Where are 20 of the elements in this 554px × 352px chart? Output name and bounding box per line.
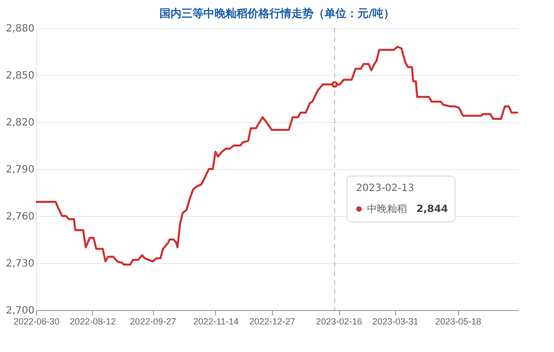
legend-label: 中晚籼稻 [367,203,407,215]
y-tick-label: 2,790 [6,164,34,176]
x-tick-label: 2023-02-16 [316,316,362,326]
annotation: 2,844 [416,204,448,215]
y-tick-label: 2,820 [6,118,34,128]
x-tick-label: 2023-03-31 [372,316,418,326]
x-tick-label: 2023-05-18 [435,316,482,326]
x-tick-label: 2022-11-14 [193,316,239,326]
y-tick-label: 2,700 [6,306,34,316]
x-tick-label: 2022-06-30 [13,316,60,326]
x-tick-label: 2022-12-27 [249,316,296,326]
x-tick-label: 2022-08-12 [70,316,116,326]
y-tick-label: 2,850 [6,70,34,82]
y-tick-label: 2,880 [6,24,34,34]
annotation: 2023-02-13 [356,183,414,194]
y-tick-label: 2,730 [6,258,34,270]
y-tick-label: 2,760 [6,212,34,222]
x-tick-label: 2022-09-27 [130,316,176,326]
line-series [35,46,519,266]
chart-title: 国内三等中晚籼稻价格行情走势（单位：元/吨） [159,7,395,20]
